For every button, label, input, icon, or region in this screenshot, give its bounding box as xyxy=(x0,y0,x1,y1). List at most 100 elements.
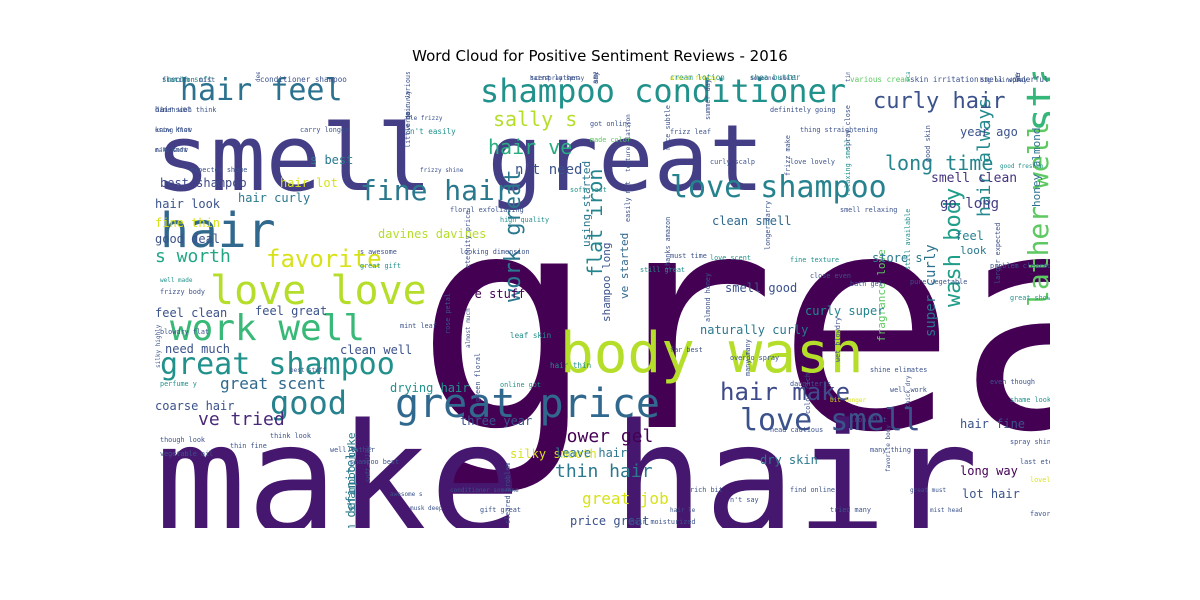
word-shower-gel: shower gel xyxy=(545,426,653,447)
word-made-color: made color xyxy=(590,136,631,144)
word-cleared-problem: cleared problem xyxy=(504,463,512,524)
word-straightening-iron: straightening iron xyxy=(1015,72,1022,82)
word-say-n-t: say n't xyxy=(592,72,600,84)
word-summer-day: summer day xyxy=(704,79,712,120)
word-wet-blowdry: wet blowdry xyxy=(834,317,842,362)
word-leave-hair: leave hair xyxy=(555,446,627,460)
word-soft-last: soft last xyxy=(570,186,607,194)
word-bath-gel: bath gel xyxy=(850,280,883,288)
word-definitely-going: definitely going xyxy=(770,106,835,114)
word-know-know: know know xyxy=(155,126,193,134)
word-need-much: need much xyxy=(165,342,230,356)
word-smell-great: smell great xyxy=(155,105,764,212)
word-make-soft: make soft xyxy=(155,147,188,154)
word-nice-subtle: nice subtle xyxy=(664,105,672,150)
word-fine-hair: fine hair xyxy=(360,174,512,207)
word-tried-many: tried many xyxy=(830,506,871,514)
word-lovely-daughter: lovely daughter xyxy=(1030,476,1050,484)
word-mist-head: mist head xyxy=(930,507,963,514)
word-skin-irritation: skin irritation xyxy=(910,75,979,84)
word-last-eternity: last eternity xyxy=(1020,458,1050,466)
word-good-skin: good skin xyxy=(924,125,932,162)
word-many-thing: many thing xyxy=(870,446,911,454)
word-far-best: far best xyxy=(670,346,703,354)
word-thin-fine: thin fine xyxy=(230,442,267,450)
word-hair: hair xyxy=(160,203,276,259)
word-feel-clean: feel clean xyxy=(155,306,227,320)
word-dry-skin: dry skin xyxy=(760,453,818,467)
word-clean-well: clean well xyxy=(340,343,412,357)
word-hair-always: hair always xyxy=(974,98,995,217)
word-using-flat: using flat xyxy=(155,127,192,134)
word-ve-tried: ve tried xyxy=(198,409,285,430)
word-scent-lather: scent lather xyxy=(530,74,579,82)
word-many-many: many many xyxy=(744,339,752,376)
word-expected-shame: expected shame xyxy=(190,166,247,174)
word-leaf-skin: leaf skin xyxy=(510,331,551,340)
word-s-worth: s worth xyxy=(155,246,231,267)
word-shampoo-best: shampoo best xyxy=(350,458,399,466)
word-great-scent: great scent xyxy=(220,374,326,393)
word-hair-lot: hair lot xyxy=(280,176,338,190)
word-hair-feel: hair feel xyxy=(180,73,343,108)
word-hair-look: hair look xyxy=(155,197,221,211)
word-hair-various: hair various xyxy=(404,72,412,120)
word-store-s: store s xyxy=(872,251,923,265)
word-shampoo-conditioner: shampoo conditioner xyxy=(480,72,846,110)
word-body-wash: body wash xyxy=(560,321,863,386)
word-thing-straightening: thing straightening xyxy=(800,126,878,134)
word-close-even: close even xyxy=(810,272,851,280)
word-m-definitely: m definitely xyxy=(344,445,358,528)
word-pure-vegetable: pure vegetable xyxy=(910,278,967,286)
chart-title: Word Cloud for Positive Sentiment Review… xyxy=(412,47,788,65)
word-well-lather: well lather xyxy=(330,446,375,454)
word-hair-ve: hair ve xyxy=(488,135,572,159)
word-little-go: little go xyxy=(404,111,412,148)
word-honey-almond: honey almond xyxy=(1030,128,1043,207)
word-love-shampoo: love shampoo xyxy=(670,170,887,205)
word-problem-cleared: problem cleared xyxy=(990,262,1050,270)
word-smell-clean: smell clean xyxy=(931,171,1017,186)
word-rich-bit: rich bit xyxy=(690,486,723,494)
word-daughter-s: daughter s xyxy=(790,380,831,388)
word-frizzy-shine: frizzy shine xyxy=(420,167,464,174)
word-favorite-body: favorite body xyxy=(885,425,892,472)
word-work-great: work great xyxy=(501,170,526,302)
word-great-gift: great gift xyxy=(360,262,401,270)
word-still-great: still great xyxy=(640,266,685,274)
word-work-well: work well xyxy=(170,308,365,349)
word-s-awesome: s awesome xyxy=(360,248,397,256)
word-shine-elimates: shine elimates xyxy=(870,366,927,374)
word-smell-wonderful: smell wonderful xyxy=(980,75,1049,84)
word-thick-dry: thick dry xyxy=(905,375,912,408)
word-floral-exfoliating: floral exfoliating xyxy=(450,206,524,214)
word-big-hairspray: big hairspray xyxy=(980,77,1027,84)
word-bit-longer: bit longer xyxy=(830,397,867,404)
word-started-using: started using xyxy=(1019,72,1050,132)
word-love-scent: love scent xyxy=(710,254,751,262)
word-awesome-s: awesome s xyxy=(390,491,423,498)
word-curly-scalp: curly scalp xyxy=(710,158,755,166)
word-almost-frizzy: almost frizzy xyxy=(670,75,717,82)
word-great-shampoo: great shampoo xyxy=(160,347,395,382)
word-davines-davines: davines davines xyxy=(378,227,486,241)
word-flatiron-mist: flatiron mist xyxy=(162,76,215,84)
word-s-best: s best xyxy=(310,153,353,167)
word-lot-hair: lot hair xyxy=(962,487,1020,501)
word-hair-curly: hair curly xyxy=(238,191,310,205)
word-though-look: though look xyxy=(160,436,205,444)
word-frizzy-body: frizzy body xyxy=(160,288,205,296)
word-silky-smooth: silky smooth xyxy=(510,447,597,461)
word-still-available: still available xyxy=(904,209,912,270)
word-n-t-know: n't know xyxy=(155,146,189,154)
word-n-t-need: n't need xyxy=(515,162,582,178)
word-drying-hair: drying hair xyxy=(390,381,469,395)
word-well-tried: well tried xyxy=(1013,72,1022,82)
word-naturally-curly: naturally curly xyxy=(700,323,808,337)
word-even-though: even though xyxy=(990,378,1035,386)
word-hair-wet: hair wet xyxy=(155,105,192,114)
word-shea-butter: shea butter xyxy=(750,73,801,82)
word-frizz-leaf: frizz leaf xyxy=(670,128,711,136)
word-find-online: find online xyxy=(790,486,835,494)
word-great-shower: great shower xyxy=(1010,294,1050,302)
